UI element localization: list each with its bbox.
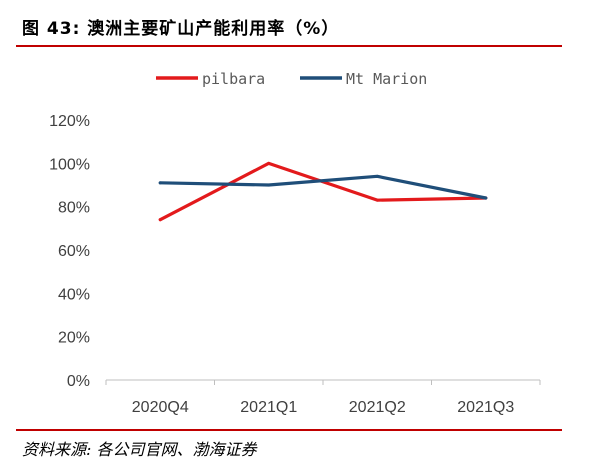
data-point (267, 161, 271, 165)
data-point (267, 183, 271, 187)
data-point (158, 181, 162, 185)
axes: 0% 20% 40% 60% 80% 100% 120% 2020Q4 2021Q1 2021Q2… (49, 113, 541, 416)
chart-title: 图 43: 澳洲主要矿山产能利用率（%） (22, 19, 340, 39)
y-tick-label: 0% (67, 373, 90, 390)
legend-label: pilbara (202, 70, 265, 88)
x-tick-label: 2021Q2 (349, 399, 406, 416)
data-point (375, 198, 379, 202)
y-tick-label: 120% (49, 113, 90, 130)
x-tick-label: 2021Q3 (457, 399, 514, 416)
series-group (158, 161, 488, 222)
y-tick-label: 20% (58, 330, 90, 347)
y-tick-label: 60% (58, 243, 90, 260)
series-line-pilbara (158, 161, 488, 222)
data-point (375, 174, 379, 178)
y-tick-label: 80% (58, 200, 90, 217)
series-line-mt-marion (158, 174, 488, 200)
legend-label: Mt Marion (346, 70, 427, 88)
source-note: 资料来源: 各公司官网、渤海证券 (22, 440, 257, 459)
x-tick-label: 2020Q4 (132, 399, 189, 416)
y-tick-label: 100% (49, 156, 90, 173)
x-tick-label: 2021Q1 (240, 399, 297, 416)
title-divider (16, 45, 562, 47)
source-divider (16, 429, 562, 431)
legend: pilbara Mt Marion (156, 70, 427, 88)
data-point (484, 196, 488, 200)
y-tick-label: 40% (58, 286, 90, 303)
data-point (158, 218, 162, 222)
